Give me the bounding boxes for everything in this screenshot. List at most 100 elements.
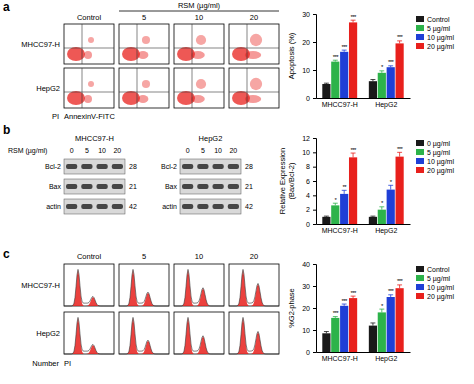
tick-label: HepG2 [375,355,397,363]
axis-line [313,139,317,225]
blot-band [197,164,208,169]
significance: *** [342,298,348,304]
error-bar [333,203,338,205]
histogram-shape [174,318,224,354]
legend-swatch [416,34,424,40]
tick-label: 6 [306,178,310,185]
tick-label: 12 [302,135,310,142]
legend-swatch [416,16,424,22]
tick: MHCC97-H [322,98,358,108]
cell-cloud [191,51,205,59]
blot-band [213,184,224,189]
plot-frame [229,312,279,354]
error-bar [370,216,375,218]
kda-label: 42 [245,203,253,210]
scatter-plot [119,24,169,64]
quadrant-line [192,68,193,108]
blot-band [81,184,92,189]
bar [369,326,377,352]
tick: HepG2 [375,352,397,363]
legend-label: Control [427,16,450,23]
row-label: MHCC97-H [21,40,60,49]
legend-label: 5 µg/ml [427,149,451,157]
lane-label: 10 [98,147,106,154]
tick-mark [313,14,316,15]
lane-label: 0 [70,147,74,154]
histogram-plot [119,264,169,306]
tick: 12 [302,135,316,142]
kda-label: 28 [129,163,137,170]
tick-mark [313,167,316,168]
significance: *** [388,288,394,294]
column-label: 5 [142,252,146,261]
blot-strip [64,179,125,194]
quadrant-line [64,92,114,93]
legend-label: 20 µg/ml [427,43,454,51]
plot-frame [229,264,279,306]
quadrant-line [174,92,224,93]
legend-swatch [416,167,424,173]
cell-cloud [142,80,150,88]
blot-band [197,184,208,189]
bar-chart: 0102030MHCC97-HHepG2Apoptosis (%)*******… [287,11,454,109]
tick: 40 [302,261,316,268]
tick-label: 40 [302,261,310,268]
error-bar [324,83,329,85]
histogram-shape [119,270,169,306]
tick-mark [313,195,316,196]
bar [378,73,386,98]
kda-label: 21 [245,183,253,190]
tick-label: 20 [302,39,310,46]
scatter-plot [119,68,169,108]
group-label: MHCC97-H [75,134,114,143]
kda-label: 21 [129,183,137,190]
legend-label: 0 µg/ml [427,140,451,148]
panel-label: a [3,0,10,14]
y-axis: 024681012 [302,135,316,228]
scatter-plot [174,24,224,64]
significance: *** [350,14,356,20]
quadrant-line [119,92,169,93]
axis-line [317,352,411,353]
plot-frame [174,24,224,64]
blot-band [182,184,193,189]
tick-label: 20 [302,305,310,312]
quadrant-line [82,68,83,108]
tick: HepG2 [375,98,397,109]
histogram-plot [174,312,224,354]
tick: 0 [306,221,316,228]
histogram-fit [64,269,114,306]
axis-line [313,265,317,353]
lane-label: 20 [113,147,121,154]
significance: *** [333,310,339,316]
cell-cloud [84,51,92,59]
column-label: Control [77,13,102,22]
protein-label: Bcl-2 [161,163,177,170]
legend-label: 10 µg/ml [427,158,454,166]
tick: 30 [302,283,316,290]
axis-title: PI [64,359,71,368]
tick-label: 10 [302,149,310,156]
plot-frame [229,68,279,108]
tick-mark [313,98,316,99]
tick-label: 30 [302,283,310,290]
blot-band [81,204,92,209]
row-label: HepG2 [36,84,60,93]
histogram-plot [174,264,224,306]
scatter-plot [229,24,279,64]
legend-label: Control [427,266,450,273]
protein-label: Bcl-2 [45,163,61,170]
tick-label: 0 [306,349,310,356]
blot-band [228,184,239,189]
error-bar [324,332,329,334]
tick-mark [313,152,316,153]
legend: Control5 µg/ml10 µg/ml20 µg/ml [416,266,454,301]
histogram-fit [174,269,224,306]
legend-swatch [416,266,424,272]
error-bar [333,317,338,318]
error-bar [351,296,356,298]
tick-label: 4 [306,192,310,199]
error-bar [379,207,384,210]
error-bar [324,216,329,218]
tick-mark [313,210,316,211]
